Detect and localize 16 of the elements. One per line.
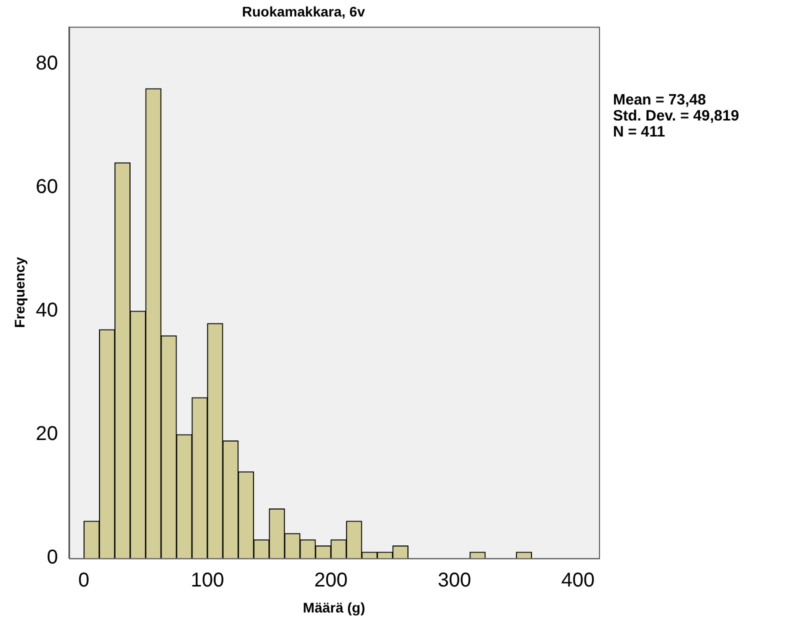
x-tick-label: 300 (438, 570, 472, 592)
y-tick-label: 0 (46, 546, 58, 569)
y-tick-label: 40 (36, 300, 58, 322)
text: N = 411 (613, 123, 666, 140)
x-axis-title: Määrä (g) (302, 599, 366, 616)
y-tick-label: 60 (36, 176, 58, 198)
text: Mean = 73,48 (613, 91, 706, 108)
chart-title: Ruokamakkara, 6v (242, 3, 366, 20)
x-tick-label: 200 (314, 570, 348, 592)
y-axis-title: Frequency (11, 256, 28, 328)
y-tick-label: 20 (36, 423, 58, 446)
x-tick-label: 0 (78, 570, 90, 592)
y-tick-label: 80 (36, 52, 58, 74)
x-tick-label: 100 (190, 570, 224, 592)
x-tick-label: 400 (561, 570, 595, 592)
text: Std. Dev. = 49,819 (613, 107, 740, 124)
